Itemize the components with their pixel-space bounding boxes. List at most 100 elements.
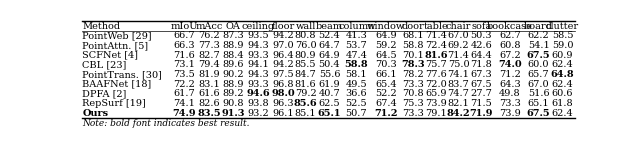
Text: 64.7: 64.7 bbox=[319, 41, 340, 50]
Text: 62.2: 62.2 bbox=[528, 31, 550, 40]
Text: 64.9: 64.9 bbox=[319, 51, 340, 60]
Text: PointAttn. [5]: PointAttn. [5] bbox=[83, 41, 148, 50]
Text: 65.1: 65.1 bbox=[317, 109, 341, 118]
Text: 65.1: 65.1 bbox=[528, 99, 549, 108]
Text: 36.6: 36.6 bbox=[346, 89, 367, 98]
Text: 74.1: 74.1 bbox=[447, 70, 470, 79]
Text: 84.2: 84.2 bbox=[447, 109, 470, 118]
Text: wall: wall bbox=[296, 21, 316, 30]
Text: 81.9: 81.9 bbox=[198, 70, 220, 79]
Text: 94.6: 94.6 bbox=[246, 89, 270, 98]
Text: 70.3: 70.3 bbox=[375, 60, 397, 69]
Text: 73.1: 73.1 bbox=[173, 60, 195, 69]
Text: 54.1: 54.1 bbox=[528, 41, 550, 50]
Text: 93.3: 93.3 bbox=[247, 80, 269, 89]
Text: column: column bbox=[338, 21, 374, 30]
Text: 81.6: 81.6 bbox=[295, 80, 316, 89]
Text: 67.2: 67.2 bbox=[499, 51, 521, 60]
Text: 80.8: 80.8 bbox=[295, 31, 316, 40]
Text: PointWeb [29]: PointWeb [29] bbox=[83, 31, 152, 40]
Text: 96.1: 96.1 bbox=[272, 109, 294, 118]
Text: 90.2: 90.2 bbox=[223, 70, 244, 79]
Text: 96.3: 96.3 bbox=[272, 99, 294, 108]
Text: 93.2: 93.2 bbox=[247, 109, 269, 118]
Text: 60.6: 60.6 bbox=[552, 89, 573, 98]
Text: 60.9: 60.9 bbox=[552, 51, 573, 60]
Text: 67.5: 67.5 bbox=[527, 51, 550, 60]
Text: DPFA [2]: DPFA [2] bbox=[83, 89, 127, 98]
Text: 66.3: 66.3 bbox=[173, 41, 195, 50]
Text: 73.5: 73.5 bbox=[173, 70, 195, 79]
Text: SCFNet [4]: SCFNet [4] bbox=[83, 51, 138, 60]
Text: 72.2: 72.2 bbox=[173, 80, 195, 89]
Text: 58.1: 58.1 bbox=[346, 70, 367, 79]
Text: 73.3: 73.3 bbox=[402, 109, 424, 118]
Text: 27.7: 27.7 bbox=[470, 89, 492, 98]
Text: sofa: sofa bbox=[471, 21, 492, 30]
Text: 49.5: 49.5 bbox=[346, 80, 367, 89]
Text: 75.3: 75.3 bbox=[403, 99, 424, 108]
Text: BAAFNet [18]: BAAFNet [18] bbox=[83, 80, 152, 89]
Text: 62.7: 62.7 bbox=[499, 31, 521, 40]
Text: 77.3: 77.3 bbox=[198, 41, 220, 50]
Text: 61.9: 61.9 bbox=[319, 80, 340, 89]
Text: 94.2: 94.2 bbox=[272, 60, 294, 69]
Text: 83.1: 83.1 bbox=[198, 80, 220, 89]
Text: 94.3: 94.3 bbox=[247, 70, 269, 79]
Text: 96.4: 96.4 bbox=[272, 51, 294, 60]
Text: 52.2: 52.2 bbox=[375, 89, 397, 98]
Text: 62.5: 62.5 bbox=[319, 99, 340, 108]
Text: 47.4: 47.4 bbox=[346, 51, 367, 60]
Text: 70.8: 70.8 bbox=[403, 89, 424, 98]
Text: 71.2: 71.2 bbox=[499, 70, 521, 79]
Text: mAcc: mAcc bbox=[196, 21, 223, 30]
Text: 82.7: 82.7 bbox=[198, 51, 220, 60]
Text: 97.5: 97.5 bbox=[272, 70, 294, 79]
Text: 71.4: 71.4 bbox=[425, 31, 447, 40]
Text: 76.0: 76.0 bbox=[295, 41, 316, 50]
Text: 69.2: 69.2 bbox=[448, 41, 469, 50]
Text: 65.7: 65.7 bbox=[528, 70, 549, 79]
Text: 94.2: 94.2 bbox=[272, 31, 294, 40]
Text: 90.8: 90.8 bbox=[223, 99, 244, 108]
Text: 53.7: 53.7 bbox=[346, 41, 367, 50]
Text: 76.2: 76.2 bbox=[198, 31, 220, 40]
Text: 85.1: 85.1 bbox=[295, 109, 316, 118]
Text: 73.3: 73.3 bbox=[499, 99, 521, 108]
Text: 89.6: 89.6 bbox=[223, 60, 244, 69]
Text: window: window bbox=[367, 21, 405, 30]
Text: 72.0: 72.0 bbox=[425, 80, 447, 89]
Text: 52.4: 52.4 bbox=[319, 31, 340, 40]
Text: 64.8: 64.8 bbox=[550, 70, 574, 79]
Text: 62.4: 62.4 bbox=[552, 80, 573, 89]
Text: chair: chair bbox=[446, 21, 471, 30]
Text: 73.9: 73.9 bbox=[499, 109, 521, 118]
Text: 62.4: 62.4 bbox=[552, 60, 573, 69]
Text: 75.0: 75.0 bbox=[448, 60, 469, 69]
Text: Method: Method bbox=[83, 21, 120, 30]
Text: 58.5: 58.5 bbox=[552, 31, 573, 40]
Text: ceiling: ceiling bbox=[241, 21, 275, 30]
Text: 79.2: 79.2 bbox=[294, 89, 316, 98]
Text: 97.0: 97.0 bbox=[272, 41, 294, 50]
Text: 88.9: 88.9 bbox=[223, 80, 244, 89]
Text: 62.4: 62.4 bbox=[552, 109, 573, 118]
Text: 60.8: 60.8 bbox=[499, 41, 520, 50]
Text: 71.9: 71.9 bbox=[469, 109, 493, 118]
Text: 49.8: 49.8 bbox=[499, 89, 521, 98]
Text: 78.3: 78.3 bbox=[401, 60, 425, 69]
Text: 59.2: 59.2 bbox=[375, 41, 397, 50]
Text: 61.8: 61.8 bbox=[552, 99, 573, 108]
Text: Note: bold font indicates best result.: Note: bold font indicates best result. bbox=[83, 119, 250, 128]
Text: 73.3: 73.3 bbox=[402, 80, 424, 89]
Text: 72.4: 72.4 bbox=[425, 41, 447, 50]
Text: 94.1: 94.1 bbox=[247, 60, 269, 69]
Text: 61.7: 61.7 bbox=[173, 89, 195, 98]
Text: 66.1: 66.1 bbox=[375, 70, 397, 79]
Text: beam: beam bbox=[316, 21, 343, 30]
Text: 67.4: 67.4 bbox=[375, 99, 397, 108]
Text: 70.1: 70.1 bbox=[403, 51, 424, 60]
Text: 50.7: 50.7 bbox=[346, 109, 367, 118]
Text: 50.3: 50.3 bbox=[470, 31, 492, 40]
Text: 77.6: 77.6 bbox=[425, 70, 447, 79]
